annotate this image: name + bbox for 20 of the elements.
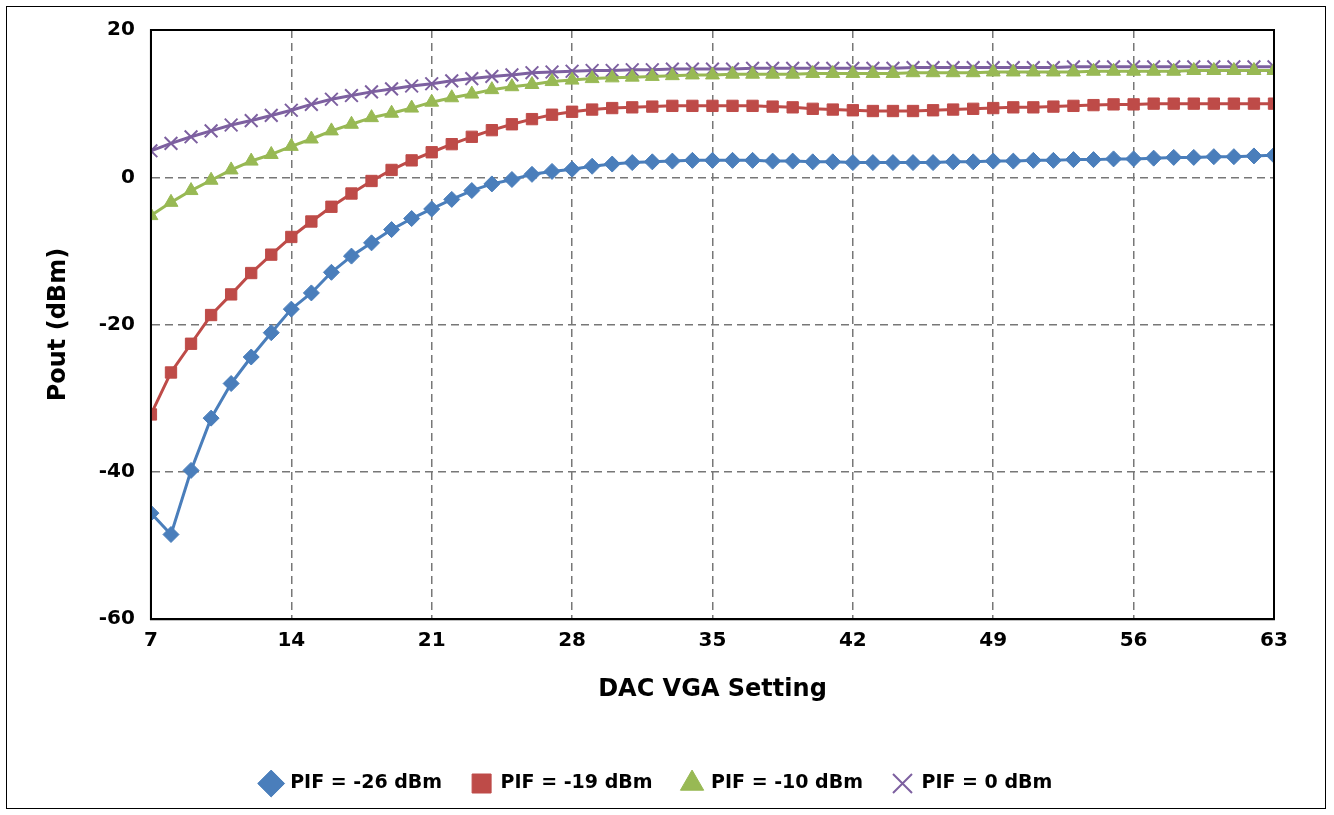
y-tick-label: 20	[107, 16, 135, 41]
y-tick-label: 0	[121, 163, 135, 188]
y-tick-label: -20	[98, 310, 135, 335]
x-tick-label: 28	[558, 627, 586, 652]
x-tick-label: 49	[979, 627, 1008, 652]
y-tick-label: -60	[98, 605, 135, 630]
y-tick-label: -40	[98, 458, 135, 483]
legend-label: PIF = -10 dBm	[711, 770, 864, 793]
legend-label: PIF = 0 dBm	[921, 770, 1053, 793]
legend-label: PIF = -19 dBm	[500, 770, 653, 793]
y-axis-title: Pout (dBm)	[42, 247, 71, 402]
x-tick-label: 14	[277, 627, 306, 652]
x-tick-label: 42	[838, 627, 867, 652]
legend-label: PIF = -26 dBm	[290, 770, 443, 793]
x-tick-label: 21	[417, 627, 446, 652]
x-tick-label: 35	[698, 627, 727, 652]
x-tick-label: 56	[1119, 627, 1148, 652]
x-tick-label: 63	[1260, 627, 1288, 652]
x-axis-title: DAC VGA Setting	[598, 673, 827, 702]
x-tick-label: 7	[143, 627, 158, 652]
